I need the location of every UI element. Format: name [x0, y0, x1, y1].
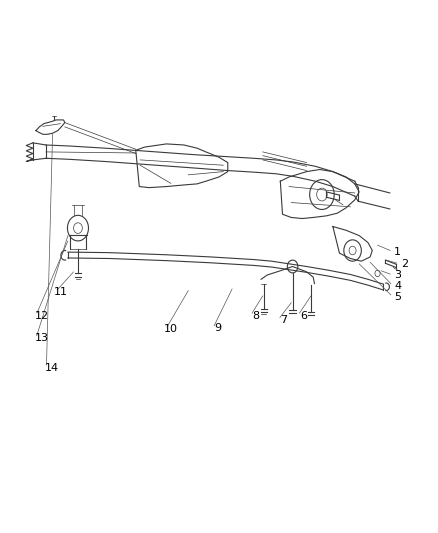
Text: 10: 10	[164, 325, 178, 334]
Text: 12: 12	[35, 311, 49, 320]
Text: 4: 4	[394, 281, 401, 290]
Text: 9: 9	[215, 324, 222, 333]
Text: 6: 6	[300, 311, 307, 320]
Text: 8: 8	[252, 311, 259, 320]
Text: 2: 2	[402, 259, 409, 269]
Text: 13: 13	[35, 334, 49, 343]
Text: 11: 11	[53, 287, 67, 297]
Text: 7: 7	[280, 315, 287, 325]
Text: 1: 1	[394, 247, 401, 256]
Text: 5: 5	[394, 292, 401, 302]
Text: 3: 3	[394, 270, 401, 280]
Text: 14: 14	[45, 363, 59, 373]
